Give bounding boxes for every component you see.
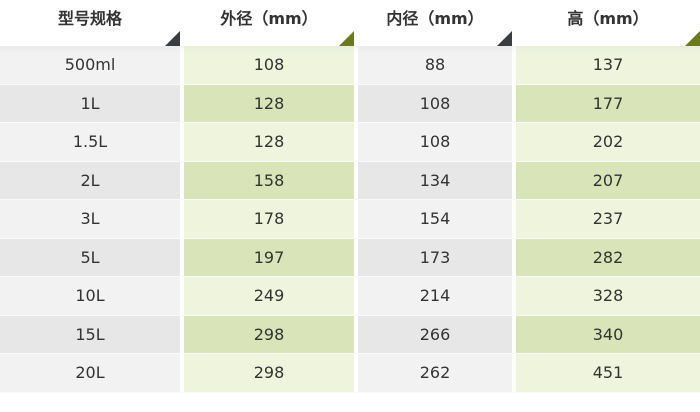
header-outer-diameter: 外径（mm） — [184, 0, 354, 46]
cell-inner-diameter: 88 — [358, 46, 512, 84]
cell-model: 20L — [0, 354, 180, 392]
cell-outer-diameter: 108 — [184, 46, 354, 84]
cell-outer-diameter: 249 — [184, 277, 354, 315]
header-label: 内径（mm） — [386, 9, 484, 28]
header-label: 型号规格 — [57, 9, 122, 28]
cell-outer-diameter: 128 — [184, 123, 354, 161]
header-inner-diameter: 内径（mm） — [358, 0, 512, 46]
table-row: 1.5L 128 108 202 — [0, 123, 700, 162]
cell-outer-diameter: 128 — [184, 84, 354, 122]
corner-triangle-icon — [339, 31, 354, 46]
header-model: 型号规格 — [0, 0, 180, 46]
cell-model: 2L — [0, 161, 180, 199]
cell-outer-diameter: 298 — [184, 354, 354, 392]
cell-model: 1.5L — [0, 123, 180, 161]
table-header: 型号规格 外径（mm） 内径（mm） 高（mm） — [0, 0, 700, 46]
table-row: 15L 298 266 340 — [0, 315, 700, 354]
cell-height: 328 — [516, 277, 700, 315]
cell-inner-diameter: 108 — [358, 84, 512, 122]
cell-height: 451 — [516, 354, 700, 392]
cell-height: 282 — [516, 238, 700, 276]
cell-model: 500ml — [0, 46, 180, 84]
header-label: 高（mm） — [567, 9, 649, 28]
cell-outer-diameter: 178 — [184, 200, 354, 238]
cell-height: 137 — [516, 46, 700, 84]
corner-triangle-icon — [685, 31, 700, 46]
cell-height: 237 — [516, 200, 700, 238]
header-height: 高（mm） — [516, 0, 700, 46]
cell-inner-diameter: 214 — [358, 277, 512, 315]
cell-inner-diameter: 108 — [358, 123, 512, 161]
cell-height: 202 — [516, 123, 700, 161]
cell-inner-diameter: 134 — [358, 161, 512, 199]
table-body: 500ml 108 88 137 1L 128 108 177 1.5L 128 108 202 2L 1… — [0, 46, 700, 393]
cell-model: 10L — [0, 277, 180, 315]
cell-height: 177 — [516, 84, 700, 122]
cell-outer-diameter: 197 — [184, 238, 354, 276]
spec-table: 型号规格 外径（mm） 内径（mm） 高（mm） 500ml 108 88 137 1L… — [0, 0, 700, 393]
table-row: 500ml 108 88 137 — [0, 46, 700, 85]
cell-outer-diameter: 158 — [184, 161, 354, 199]
cell-inner-diameter: 262 — [358, 354, 512, 392]
cell-height: 340 — [516, 315, 700, 353]
cell-model: 15L — [0, 315, 180, 353]
cell-inner-diameter: 173 — [358, 238, 512, 276]
table-row: 20L 298 262 451 — [0, 354, 700, 393]
table-row: 5L 197 173 282 — [0, 238, 700, 277]
cell-inner-diameter: 154 — [358, 200, 512, 238]
cell-inner-diameter: 266 — [358, 315, 512, 353]
cell-model: 3L — [0, 200, 180, 238]
table-row: 10L 249 214 328 — [0, 277, 700, 316]
cell-model: 1L — [0, 84, 180, 122]
table-row: 3L 178 154 237 — [0, 200, 700, 239]
corner-triangle-icon — [165, 31, 180, 46]
corner-triangle-icon — [497, 31, 512, 46]
header-label: 外径（mm） — [220, 9, 318, 28]
cell-model: 5L — [0, 238, 180, 276]
cell-outer-diameter: 298 — [184, 315, 354, 353]
cell-height: 207 — [516, 161, 700, 199]
table-row: 1L 128 108 177 — [0, 84, 700, 123]
table-row: 2L 158 134 207 — [0, 161, 700, 200]
